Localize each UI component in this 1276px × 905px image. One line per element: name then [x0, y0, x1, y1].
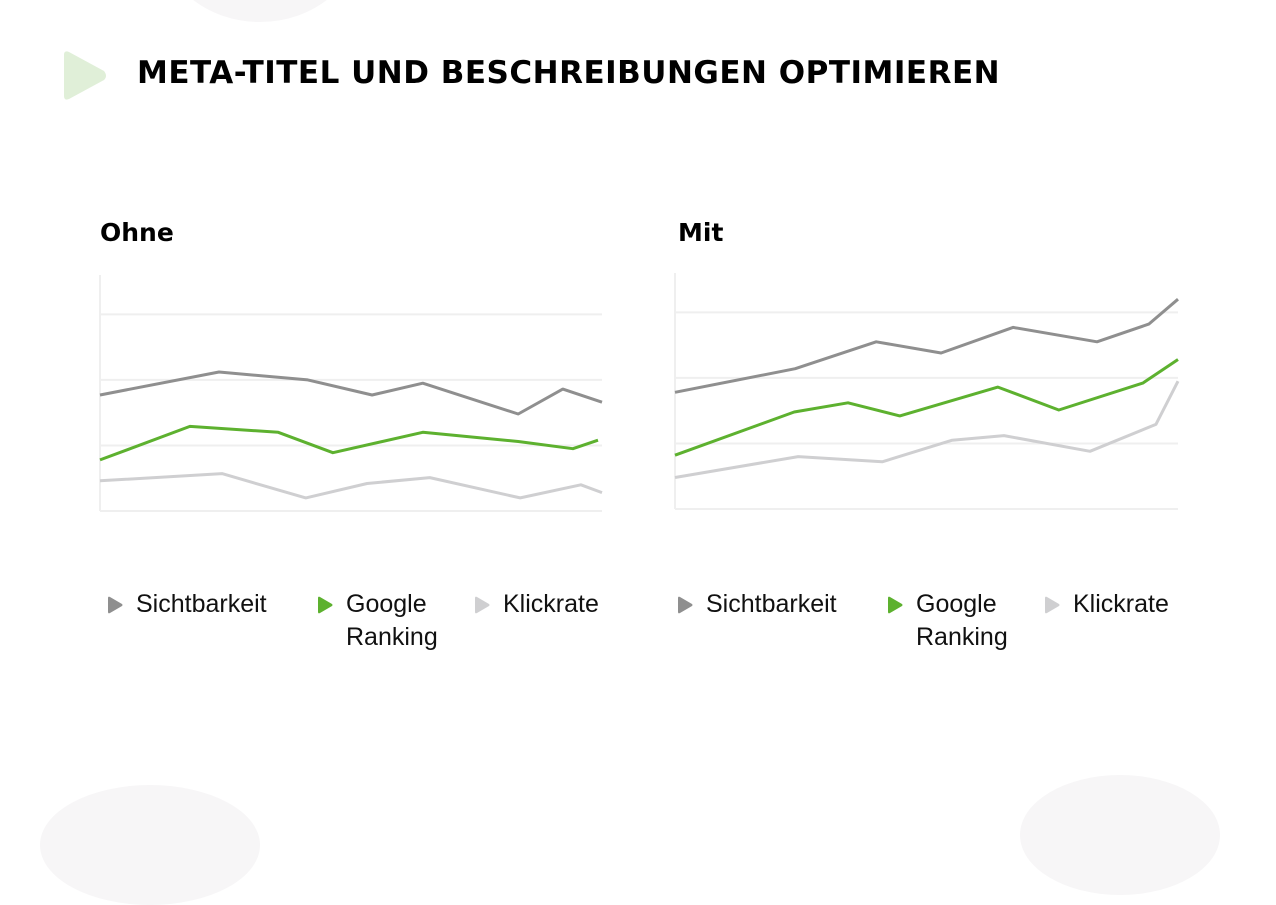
triangle-marker-icon [888, 596, 903, 614]
chart-mit [674, 273, 1180, 510]
legend-label: Google Ranking [346, 590, 438, 651]
page-title: META-TITEL UND BESCHREIBUNGEN OPTIMIEREN [137, 55, 1001, 91]
legend-sichtbarkeit: Sichtbarkeit [107, 588, 267, 621]
background-decoration [160, 0, 360, 22]
legend-label: Google Ranking [916, 590, 1008, 651]
chart-title-mit: Mit [678, 218, 724, 247]
series-line-google-ranking [99, 424, 599, 462]
series-line-klickrate [99, 472, 603, 500]
triangle-marker-icon [108, 596, 123, 614]
play-triangle-icon [64, 51, 106, 100]
legend-google-ranking: Google Ranking [317, 588, 438, 654]
legend-klickrate: Klickrate [474, 588, 599, 621]
legend-label: Sichtbarkeit [136, 590, 267, 618]
series-line-google-ranking [674, 358, 1179, 457]
triangle-marker-icon [678, 596, 693, 614]
legend-google-ranking: Google Ranking [887, 588, 1008, 654]
background-decoration [40, 785, 260, 905]
series-line-sichtbarkeit [674, 298, 1179, 394]
triangle-marker-icon [1045, 596, 1060, 614]
triangle-marker-icon [475, 596, 490, 614]
background-decoration [1020, 775, 1220, 895]
series-line-klickrate [674, 380, 1180, 479]
legend-label: Sichtbarkeit [706, 590, 837, 618]
legend-label: Klickrate [503, 590, 599, 618]
legend-sichtbarkeit: Sichtbarkeit [677, 588, 837, 621]
chart-ohne [99, 275, 603, 512]
legend-label: Klickrate [1073, 590, 1169, 618]
chart-title-ohne: Ohne [100, 218, 174, 247]
series-line-sichtbarkeit [99, 370, 603, 416]
triangle-marker-icon [318, 596, 333, 614]
legend-klickrate: Klickrate [1044, 588, 1169, 621]
